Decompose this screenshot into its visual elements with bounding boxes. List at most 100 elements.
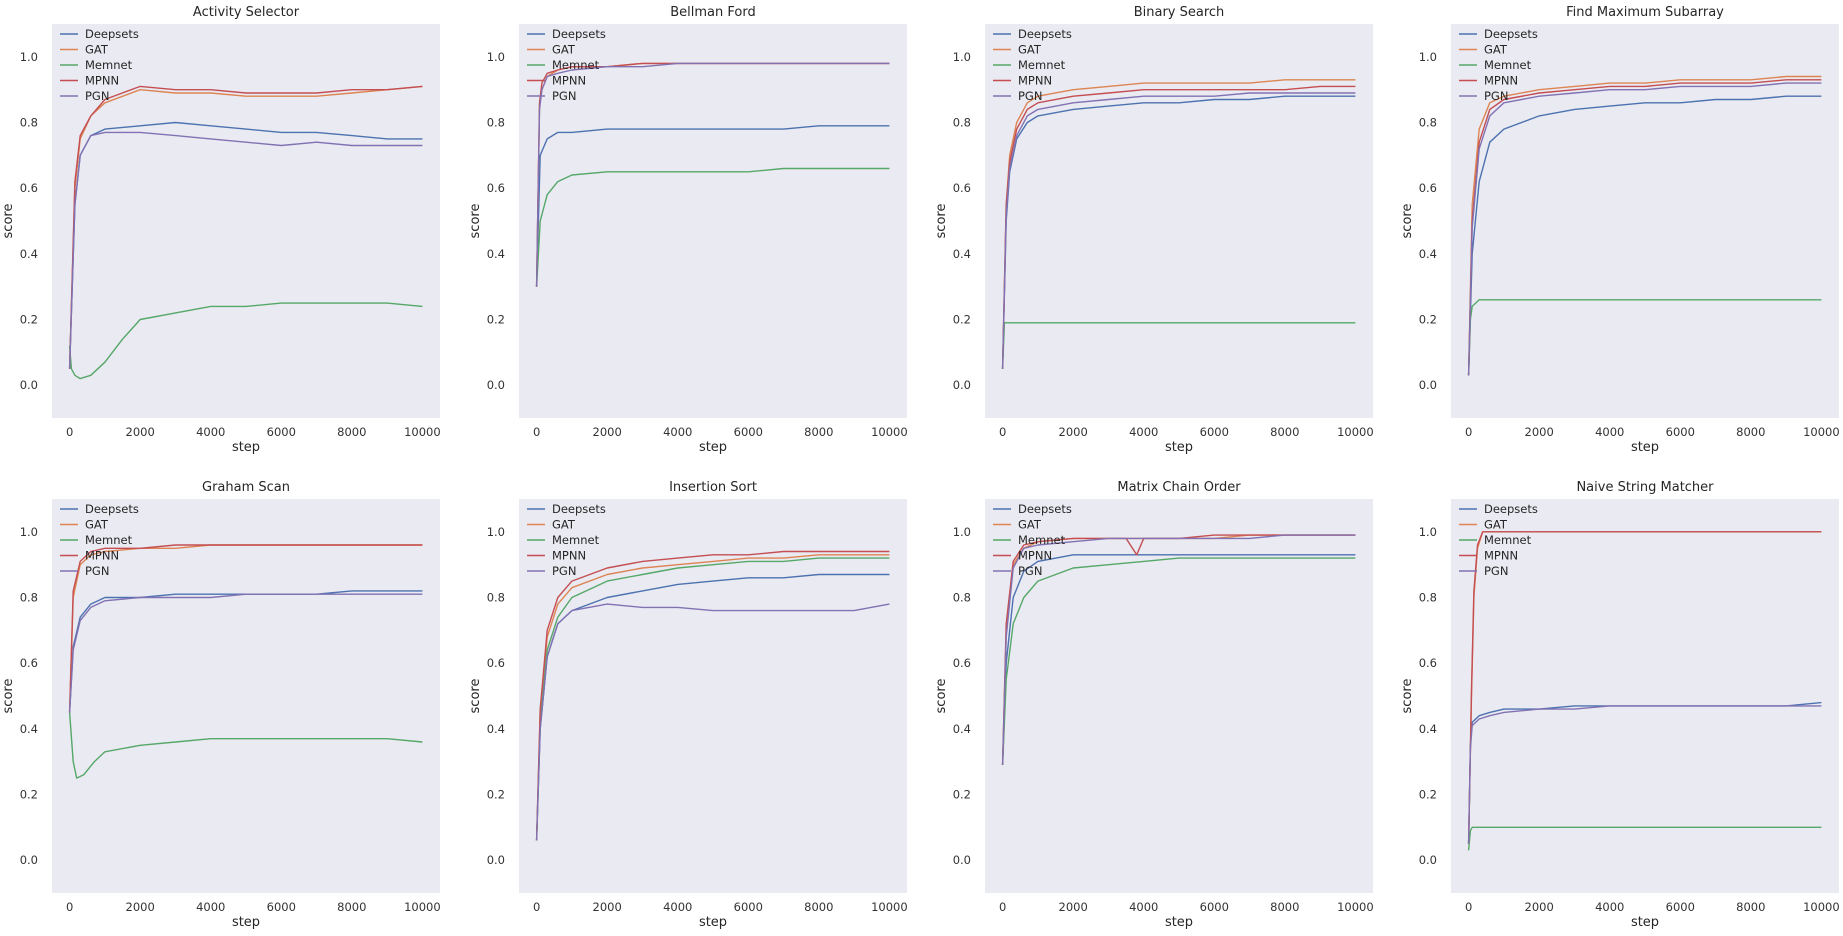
legend-label: Deepsets xyxy=(552,502,606,516)
x-tick-label: 10000 xyxy=(871,900,908,914)
x-tick-label: 0 xyxy=(999,900,1006,914)
series-line-mpnn xyxy=(1467,79,1822,376)
x-tick-label: 8000 xyxy=(804,425,833,439)
series-line-memnet xyxy=(1467,299,1822,376)
x-tick-label: 0 xyxy=(533,425,540,439)
x-tick-label: 10000 xyxy=(404,425,441,439)
chart-title: Naive String Matcher xyxy=(1576,480,1714,495)
legend-label: Deepsets xyxy=(552,27,606,41)
x-tick-label: 4000 xyxy=(1595,900,1624,914)
legend-label: Memnet xyxy=(1484,58,1532,72)
series-line-memnet xyxy=(68,712,423,779)
legend-label: MPNN xyxy=(552,74,586,88)
series-line-deepsets xyxy=(535,125,890,287)
y-tick-label: 0.0 xyxy=(953,378,971,392)
chart-panel: Bellman Ford 0.0 0.2 0.4 0.6 0.8 1.0 0 2000 4000 6… xyxy=(468,5,908,455)
x-tick-label: 8000 xyxy=(337,425,366,439)
legend-label: MPNN xyxy=(552,549,586,563)
x-tick-label: 2000 xyxy=(1059,900,1088,914)
y-tick-label: 0.4 xyxy=(20,722,38,736)
x-tick-label: 2000 xyxy=(593,900,622,914)
y-tick-label: 1.0 xyxy=(1419,525,1437,539)
legend-label: GAT xyxy=(85,518,109,532)
legend-label: GAT xyxy=(1484,518,1508,532)
y-tick-label: 0.2 xyxy=(20,313,38,327)
y-tick-label: 0.8 xyxy=(487,116,505,130)
legend-label: GAT xyxy=(85,43,109,57)
legend-label: Memnet xyxy=(1018,533,1066,547)
x-tick-label: 0 xyxy=(533,900,540,914)
y-axis-label: score xyxy=(934,204,949,239)
legend-label: Memnet xyxy=(1018,58,1066,72)
y-tick-label: 0.8 xyxy=(20,591,38,605)
y-tick-label: 0.6 xyxy=(487,656,505,670)
legend-label: PGN xyxy=(1484,564,1508,578)
legend-label: Memnet xyxy=(552,533,600,547)
y-tick-label: 1.0 xyxy=(1419,50,1437,64)
panels: Activity Selector 0.0 0.2 0.4 0.6 0.8 1.0 0 2000… xyxy=(1,5,1840,930)
x-tick-label: 6000 xyxy=(734,425,763,439)
y-tick-label: 0.6 xyxy=(20,656,38,670)
legend-label: MPNN xyxy=(1484,549,1518,563)
x-tick-label: 8000 xyxy=(804,900,833,914)
y-tick-label: 1.0 xyxy=(487,525,505,539)
x-tick-label: 8000 xyxy=(1736,900,1765,914)
y-tick-label: 0.6 xyxy=(953,181,971,195)
x-tick-label: 2000 xyxy=(1059,425,1088,439)
legend-label: Memnet xyxy=(85,58,133,72)
x-tick-label: 4000 xyxy=(1129,900,1158,914)
legend-label: MPNN xyxy=(1018,74,1052,88)
y-tick-label: 0.6 xyxy=(487,181,505,195)
y-tick-label: 0.2 xyxy=(953,788,971,802)
x-axis-label: step xyxy=(699,915,727,930)
x-tick-label: 0 xyxy=(1465,900,1472,914)
x-axis-label: step xyxy=(1631,440,1659,455)
y-tick-label: 0.4 xyxy=(1419,722,1437,736)
y-axis-label: score xyxy=(1400,679,1415,714)
series-line-mpnn xyxy=(68,544,423,713)
x-tick-label: 0 xyxy=(999,425,1006,439)
series-line-mpnn xyxy=(1001,534,1356,766)
series-line-mpnn xyxy=(535,550,890,841)
x-tick-label: 6000 xyxy=(1666,425,1695,439)
plot-area xyxy=(985,499,1373,893)
chart-panel: Binary Search 0.0 0.2 0.4 0.6 0.8 1.0 0 2000 4000… xyxy=(934,5,1374,455)
series-group xyxy=(1467,531,1822,851)
legend-label: PGN xyxy=(552,564,576,578)
series-group xyxy=(1467,75,1822,376)
x-tick-label: 4000 xyxy=(196,900,225,914)
y-tick-label: 0.0 xyxy=(953,853,971,867)
legend-label: GAT xyxy=(1484,43,1508,57)
series-line-pgn xyxy=(1001,92,1356,369)
series-line-memnet xyxy=(535,167,890,287)
y-tick-label: 0.8 xyxy=(1419,591,1437,605)
series-line-memnet xyxy=(1001,557,1356,766)
legend-label: GAT xyxy=(1018,518,1042,532)
x-tick-label: 10000 xyxy=(1803,425,1840,439)
legend-label: PGN xyxy=(85,564,109,578)
x-axis-label: step xyxy=(232,915,260,930)
y-tick-label: 0.2 xyxy=(487,313,505,327)
legend-label: GAT xyxy=(552,43,576,57)
y-tick-label: 0.0 xyxy=(20,853,38,867)
y-tick-label: 1.0 xyxy=(953,50,971,64)
x-tick-label: 0 xyxy=(66,900,73,914)
legend-label: PGN xyxy=(1484,89,1508,103)
y-tick-label: 0.8 xyxy=(487,591,505,605)
series-line-mpnn xyxy=(68,85,423,369)
series-line-mpnn xyxy=(1001,85,1356,369)
chart-panel: Insertion Sort 0.0 0.2 0.4 0.6 0.8 1.0 0 2000 400… xyxy=(468,480,908,930)
legend-label: PGN xyxy=(552,89,576,103)
x-tick-label: 6000 xyxy=(1200,900,1229,914)
y-tick-label: 1.0 xyxy=(20,50,38,64)
plot-area xyxy=(519,24,907,418)
x-tick-label: 2000 xyxy=(1525,425,1554,439)
legend-label: PGN xyxy=(1018,89,1042,103)
x-tick-label: 0 xyxy=(1465,425,1472,439)
legend-label: PGN xyxy=(1018,564,1042,578)
series-line-pgn xyxy=(68,131,423,369)
y-tick-label: 1.0 xyxy=(953,525,971,539)
series-line-pgn xyxy=(535,603,890,841)
